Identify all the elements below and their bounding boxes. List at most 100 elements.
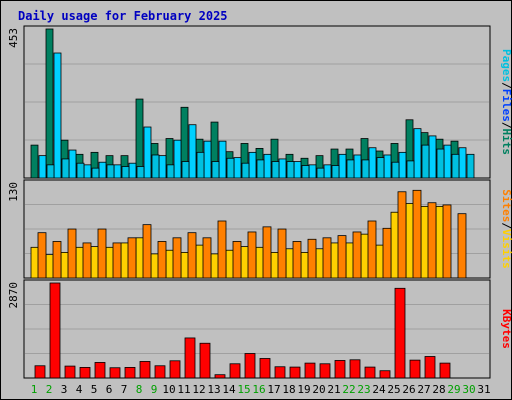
x-tick-label: 30 (462, 383, 475, 396)
bar-pages-day-19 (316, 167, 325, 179)
bar-files-day-22 (353, 154, 362, 179)
bar-sites-day-21 (337, 235, 347, 279)
bar-sites-day-14 (232, 241, 242, 279)
x-tick-label: 14 (222, 383, 236, 396)
bar-sites-day-7 (127, 237, 137, 279)
bar-files-day-29 (458, 147, 467, 179)
bar-sites-day-6 (112, 242, 122, 279)
bar-pages-day-25 (406, 160, 415, 179)
bar-pages-day-29 (466, 153, 475, 179)
right-label-part: Visits (500, 229, 512, 269)
bar-sites-day-25 (397, 191, 407, 279)
bar-sites-day-27 (427, 202, 437, 279)
bar-sites-day-24 (382, 227, 392, 279)
y-max-label: 130 (7, 182, 20, 202)
bar-pages-day-27 (436, 148, 445, 179)
y-max-label: 453 (7, 28, 20, 48)
bar-kbytes-day-7 (124, 367, 136, 379)
x-tick-label: 7 (121, 383, 128, 396)
x-tick-label: 1 (31, 383, 38, 396)
bar-pages-day-24 (391, 161, 400, 179)
bar-kbytes-day-19 (304, 362, 316, 379)
bar-kbytes-day-20 (319, 363, 331, 379)
bar-sites-day-1 (37, 232, 47, 279)
bar-files-day-24 (383, 154, 392, 179)
visits-sites-panel: 130 Sites/Visits (7, 179, 512, 279)
bar-pages-day-15 (256, 159, 265, 179)
bar-kbytes-day-1 (34, 365, 46, 379)
bar-pages-day-23 (376, 157, 385, 179)
bar-kbytes-day-27 (424, 356, 436, 379)
bar-kbytes-day-26 (409, 359, 421, 379)
x-tick-label: 6 (106, 383, 113, 396)
bar-pages-day-11 (196, 151, 205, 179)
bar-sites-day-12 (202, 237, 212, 279)
bar-kbytes-day-14 (229, 363, 241, 379)
bar-files-day-6 (113, 164, 122, 179)
bar-pages-day-17 (286, 161, 295, 179)
bar-sites-day-10 (172, 237, 182, 279)
right-label-part: Hits (500, 129, 512, 156)
bar-kbytes-day-3 (64, 365, 76, 379)
bar-sites-day-28 (442, 204, 452, 279)
bar-kbytes-day-13 (214, 374, 226, 379)
bar-kbytes-day-8 (139, 361, 151, 379)
bar-pages-day-6 (121, 166, 130, 179)
bar-sites-day-23 (367, 220, 377, 279)
bar-sites-day-3 (67, 228, 77, 279)
x-tick-label: 21 (327, 383, 340, 396)
bar-files-day-14 (233, 157, 242, 179)
bar-sites-day-22 (352, 231, 362, 279)
x-axis: 1 2 3 4 5 6 7 8 9 10 11 12 13 14 15 16 17 18 19 20 21 22 23 24 2… (31, 383, 491, 396)
x-tick-label: 11 (177, 383, 190, 396)
right-axis-label: Pages/Files/Hits (500, 49, 512, 155)
bar-files-day-9 (158, 155, 167, 179)
x-tick-label: 24 (372, 383, 386, 396)
bar-kbytes-day-11 (184, 337, 196, 379)
bar-kbytes-day-12 (199, 342, 211, 379)
series-kbytes (34, 282, 451, 379)
bar-files-day-23 (368, 147, 377, 179)
x-tick-label: 20 (312, 383, 325, 396)
x-tick-label: 4 (76, 383, 83, 396)
bar-pages-day-4 (91, 167, 100, 179)
bar-files-day-28 (443, 144, 452, 179)
x-tick-label: 31 (477, 383, 490, 396)
x-tick-label: 10 (162, 383, 175, 396)
bar-files-day-16 (263, 153, 272, 179)
bar-files-day-26 (413, 128, 422, 179)
bar-pages-day-2 (61, 158, 70, 179)
bar-pages-day-10 (181, 161, 190, 179)
bar-sites-day-8 (142, 224, 152, 279)
x-tick-label: 17 (267, 383, 280, 396)
bar-sites-day-11 (187, 232, 197, 279)
bar-kbytes-day-28 (439, 362, 451, 379)
bar-pages-day-26 (421, 144, 430, 179)
bar-kbytes-day-17 (274, 366, 286, 379)
bar-files-day-13 (218, 140, 227, 179)
x-tick-label: 16 (252, 383, 265, 396)
x-tick-label: 27 (417, 383, 430, 396)
bar-files-day-18 (293, 161, 302, 179)
bar-files-day-4 (83, 164, 92, 179)
bar-sites-day-15 (247, 231, 257, 279)
kbytes-panel: 2870 KBytes (7, 279, 512, 379)
bar-files-day-8 (143, 126, 152, 179)
bar-sites-day-4 (82, 242, 92, 279)
bar-pages-day-22 (361, 159, 370, 179)
bar-kbytes-day-22 (349, 359, 361, 379)
bar-files-day-27 (428, 135, 437, 179)
bar-kbytes-day-18 (289, 366, 301, 379)
bar-files-day-17 (278, 158, 287, 179)
bar-pages-day-13 (226, 157, 235, 179)
bar-sites-day-13 (217, 220, 227, 279)
right-axis-label: Sites/Visits (500, 189, 512, 269)
bar-pages-day-8 (151, 154, 160, 179)
bar-files-day-19 (308, 164, 317, 179)
bar-files-day-21 (338, 153, 347, 179)
bar-pages-day-1 (46, 164, 55, 179)
hits-files-pages-panel: 453 Pages/Files/Hits (7, 25, 512, 179)
x-tick-label: 23 (357, 383, 370, 396)
x-tick-label: 5 (91, 383, 98, 396)
bar-kbytes-day-10 (169, 360, 181, 379)
